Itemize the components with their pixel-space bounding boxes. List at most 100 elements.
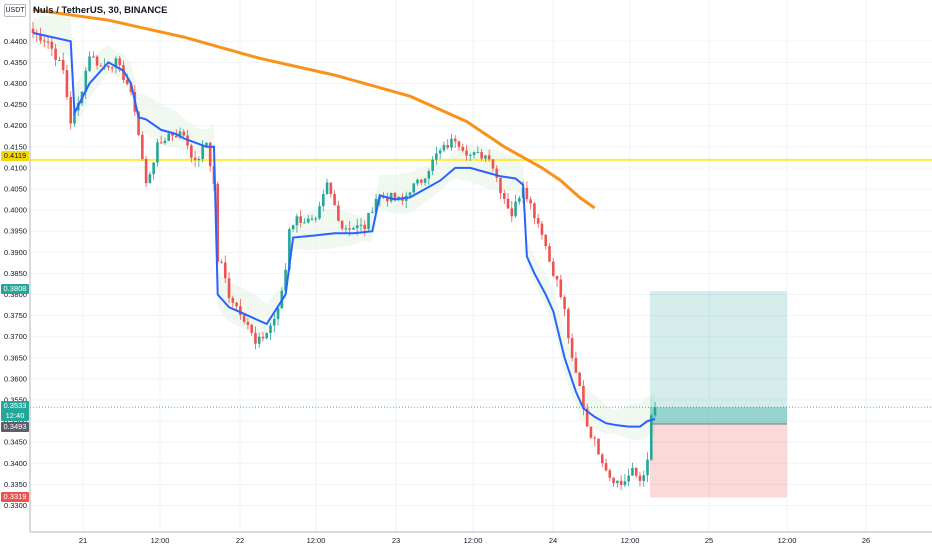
price-tick-label: 0.3350: [4, 480, 27, 489]
candle-body: [431, 159, 434, 172]
open-profit-zone[interactable]: [650, 407, 787, 425]
time-axis[interactable]: 21 12:00 22 12:00 23 12:00 24 12:00 25 12:00 26: [30, 531, 932, 545]
price-tick-label: 0.3800: [4, 290, 27, 299]
candle-body: [65, 70, 69, 97]
candle-body: [446, 145, 449, 148]
candle-body: [95, 56, 99, 66]
candle-body: [484, 155, 487, 159]
candle-body: [321, 194, 325, 207]
candle-body: [46, 41, 50, 43]
candle-body: [107, 65, 110, 68]
candle-body: [465, 150, 468, 156]
candle-body: [329, 182, 333, 195]
price-tick-label: 0.4250: [4, 100, 27, 109]
last-price-value: 0.3533: [3, 401, 27, 410]
price-tick-label: 0.4050: [4, 185, 27, 194]
candle-body: [344, 228, 348, 230]
candle-body: [533, 203, 536, 219]
hline-price-tag: 0.4119: [1, 151, 29, 161]
candle-body: [529, 199, 532, 204]
price-tick-label: 0.3950: [4, 227, 27, 236]
time-tick-label: 12:00: [307, 536, 326, 545]
chart-title: Nuls / TetherUS, 30, BINANCE: [33, 5, 168, 16]
candle-body: [540, 223, 544, 235]
time-tick-label: 12:00: [778, 536, 797, 545]
candle-body: [408, 192, 412, 196]
candle-body: [288, 229, 291, 270]
candle-body: [363, 224, 367, 230]
take-profit-zone[interactable]: [650, 291, 787, 425]
candle-body: [453, 138, 457, 142]
candle-body: [389, 192, 393, 202]
candle-body: [201, 146, 204, 160]
time-tick-label: 21: [79, 536, 87, 545]
candle-body: [310, 218, 314, 220]
candle-body: [39, 34, 42, 41]
time-tick-label: 26: [862, 536, 870, 545]
last-price-tag: 0.3533 12:40: [1, 401, 29, 421]
candle-body: [141, 134, 144, 159]
candle-body: [442, 145, 446, 151]
candle-body: [148, 174, 152, 184]
candle-body: [276, 308, 280, 319]
time-tick-label: 25: [705, 536, 713, 545]
candle-body: [412, 183, 416, 193]
candle-body: [205, 142, 208, 147]
price-tick-label: 0.3550: [4, 396, 27, 405]
candle-body: [555, 275, 559, 280]
grid: [30, 0, 932, 532]
candle-body: [337, 205, 340, 221]
candle-body: [420, 179, 423, 183]
candle-body: [597, 438, 600, 455]
candle-body: [144, 158, 148, 184]
candle-body: [355, 225, 359, 228]
candle-body: [574, 358, 578, 373]
candle-body: [642, 475, 646, 481]
candle-body: [235, 302, 238, 307]
candles: [31, 21, 657, 491]
candle-body: [371, 211, 374, 213]
candle-body: [469, 154, 472, 156]
candle-body: [163, 140, 167, 144]
candle-body: [167, 133, 171, 141]
candle-body: [340, 220, 344, 229]
candle-body: [619, 480, 623, 485]
candle-body: [114, 58, 118, 68]
candle-body: [291, 225, 295, 230]
candle-countdown: 12:40: [5, 411, 25, 420]
candle-body: [88, 56, 91, 71]
candle-body: [250, 324, 253, 333]
candle-body: [480, 152, 483, 159]
candle-body: [525, 187, 529, 200]
candle-body: [171, 133, 174, 136]
candle-body: [269, 325, 272, 334]
candle-body: [227, 278, 231, 298]
horizontal-level-line[interactable]: [30, 158, 932, 408]
time-tick-label: 12:00: [464, 536, 483, 545]
position-zones[interactable]: [650, 291, 787, 498]
candle-body: [73, 110, 76, 124]
candle-body: [137, 111, 140, 135]
stop-price-tag: 0.3319: [1, 492, 29, 502]
cloud-area: [33, 15, 655, 441]
candle-body: [352, 227, 355, 230]
price-tick-label: 0.3700: [4, 332, 27, 341]
price-tick-label: 0.3450: [4, 438, 27, 447]
candle-body: [265, 333, 269, 339]
candle-body: [314, 218, 318, 220]
candle-body: [476, 152, 480, 154]
candle-body: [612, 477, 615, 484]
currency-badge[interactable]: USDT: [4, 4, 26, 17]
candle-body: [518, 198, 521, 202]
candle-body: [208, 142, 212, 167]
price-tick-label: 0.3400: [4, 459, 27, 468]
candle-body: [84, 70, 88, 92]
stop-loss-zone[interactable]: [650, 424, 787, 498]
candle-body: [239, 306, 242, 316]
candle-body: [92, 56, 95, 58]
price-tick-label: 0.4400: [4, 37, 27, 46]
candle-body: [427, 171, 431, 179]
candle-body: [600, 454, 604, 464]
